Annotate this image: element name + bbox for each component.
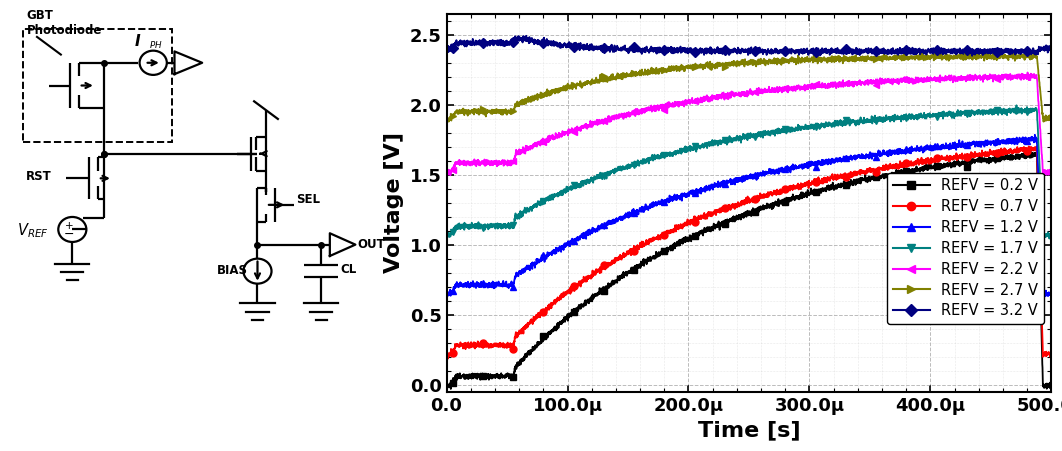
Text: SEL: SEL [296, 193, 320, 206]
Text: −: − [64, 227, 74, 240]
Bar [23, 29, 172, 143]
Text: Photodiode: Photodiode [27, 24, 102, 37]
Text: +: + [65, 221, 73, 231]
Y-axis label: Voltage [V]: Voltage [V] [384, 133, 405, 273]
Text: $\bfit{I}$: $\bfit{I}$ [134, 33, 141, 49]
Text: CL: CL [341, 263, 357, 276]
Legend: REFV = 0.2 V, REFV = 0.7 V, REFV = 1.2 V, REFV = 1.7 V, REFV = 2.2 V, REFV = 2.7: REFV = 0.2 V, REFV = 0.7 V, REFV = 1.2 V… [887, 173, 1044, 324]
X-axis label: Time [s]: Time [s] [698, 421, 801, 441]
Text: $V_{REF}$: $V_{REF}$ [17, 221, 49, 240]
Text: OUT: OUT [358, 238, 386, 251]
Text: RST: RST [25, 170, 51, 183]
Text: BIAS: BIAS [217, 264, 249, 277]
Text: $_{PH}$: $_{PH}$ [149, 37, 162, 51]
Text: GBT: GBT [27, 9, 54, 22]
